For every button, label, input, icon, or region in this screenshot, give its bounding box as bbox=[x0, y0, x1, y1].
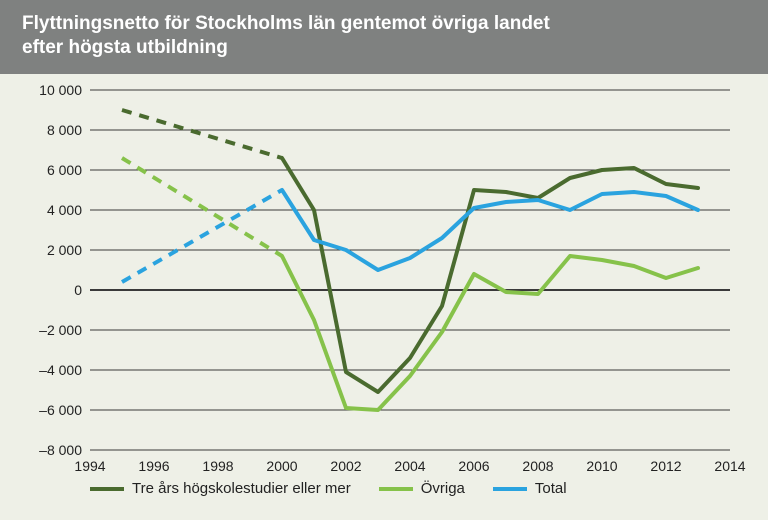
line-chart-svg bbox=[90, 90, 730, 450]
legend-label: Total bbox=[535, 480, 567, 497]
y-tick-label: –8 000 bbox=[2, 442, 82, 458]
x-tick-label: 2006 bbox=[458, 458, 489, 474]
x-tick-label: 2004 bbox=[394, 458, 425, 474]
legend-label: Övriga bbox=[421, 480, 465, 497]
plot-area: –8 000–6 000–4 000–2 00002 0004 0006 000… bbox=[90, 90, 730, 450]
legend-label: Tre års högskolestudier eller mer bbox=[132, 480, 351, 497]
y-tick-label: 8 000 bbox=[2, 122, 82, 138]
y-tick-label: –2 000 bbox=[2, 322, 82, 338]
y-tick-label: 0 bbox=[2, 282, 82, 298]
chart-container: Flyttningsnetto för Stockholms län gente… bbox=[0, 0, 768, 520]
y-tick-label: 4 000 bbox=[2, 202, 82, 218]
x-tick-label: 2010 bbox=[586, 458, 617, 474]
legend-swatch-tre-ars bbox=[90, 487, 124, 491]
y-tick-label: –6 000 bbox=[2, 402, 82, 418]
legend: Tre års högskolestudier eller mer Övriga… bbox=[90, 480, 730, 497]
chart-title: Flyttningsnetto för Stockholms län gente… bbox=[0, 0, 768, 74]
x-tick-label: 2002 bbox=[330, 458, 361, 474]
title-line-1: Flyttningsnetto för Stockholms län gente… bbox=[22, 13, 550, 34]
y-tick-label: –4 000 bbox=[2, 362, 82, 378]
title-line-2: efter högsta utbildning bbox=[22, 37, 228, 58]
legend-swatch-ovriga bbox=[379, 487, 413, 491]
legend-item-total: Total bbox=[493, 480, 567, 497]
x-tick-label: 1994 bbox=[74, 458, 105, 474]
legend-swatch-total bbox=[493, 487, 527, 491]
x-tick-label: 1996 bbox=[138, 458, 169, 474]
x-tick-label: 2000 bbox=[266, 458, 297, 474]
x-tick-label: 2008 bbox=[522, 458, 553, 474]
legend-item-tre-ars: Tre års högskolestudier eller mer bbox=[90, 480, 351, 497]
y-tick-label: 10 000 bbox=[2, 82, 82, 98]
y-tick-label: 2 000 bbox=[2, 242, 82, 258]
legend-item-ovriga: Övriga bbox=[379, 480, 465, 497]
x-tick-label: 1998 bbox=[202, 458, 233, 474]
x-tick-label: 2012 bbox=[650, 458, 681, 474]
y-tick-label: 6 000 bbox=[2, 162, 82, 178]
x-tick-label: 2014 bbox=[714, 458, 745, 474]
